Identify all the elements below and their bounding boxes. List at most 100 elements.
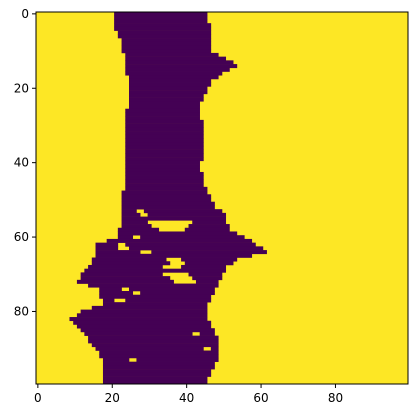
heatmap-cell-run <box>125 52 219 57</box>
heatmap-cell-run <box>125 64 238 69</box>
heatmap-cell-run <box>76 279 174 284</box>
heatmap-cell-run <box>125 123 204 128</box>
heatmap-cell-run <box>129 101 200 106</box>
heatmap-cell-run <box>76 313 208 318</box>
heatmap-cell-run <box>121 190 208 195</box>
heatmap-cell-run <box>121 38 212 43</box>
heatmap-cell-run <box>199 331 215 336</box>
heatmap-cell-run <box>129 246 264 251</box>
heatmap-cell-run <box>88 335 219 340</box>
heatmap-cell-run <box>121 209 137 214</box>
heatmap-cell-run <box>125 134 204 139</box>
heatmap-cell-run <box>117 34 212 39</box>
heatmap-cell-run <box>121 194 212 199</box>
heatmap-cell-run <box>129 86 208 91</box>
heatmap-cell-run <box>192 276 223 281</box>
heatmap-cell-run <box>129 75 219 80</box>
heatmap-cell-run <box>80 309 208 314</box>
heatmap-cell-run <box>125 71 223 76</box>
heatmap-cell-run <box>73 320 212 325</box>
heatmap-cell-run <box>102 369 212 374</box>
heatmap-cell-run <box>125 127 204 132</box>
heatmap-cell-run <box>125 138 204 143</box>
plot-area <box>36 12 408 385</box>
heatmap-cell-run <box>129 90 208 95</box>
heatmap-cell-run <box>129 97 204 102</box>
heatmap-cell-run <box>129 82 212 87</box>
heatmap-cell-run <box>80 272 163 277</box>
y-tick-label: 40 <box>14 156 29 170</box>
heatmap-cell-run <box>125 60 234 65</box>
heatmap-cell-run <box>125 164 200 169</box>
heatmap-cell-run <box>125 119 204 124</box>
heatmap-cell-run <box>95 346 204 351</box>
heatmap-cell-run <box>121 205 215 210</box>
heatmap-cell-run <box>102 365 215 370</box>
heatmap-cell-run <box>91 305 208 310</box>
x-tick-label: 80 <box>328 391 343 405</box>
heatmap-cell-run <box>95 242 119 247</box>
x-tick-label: 60 <box>253 391 268 405</box>
heatmap-cell-run <box>99 291 134 296</box>
heatmap-cell-run <box>125 149 204 154</box>
heatmap-cell-run <box>125 142 204 147</box>
heatmap-cell-run <box>125 108 200 113</box>
heatmap-cell-run <box>125 175 204 180</box>
heatmap-cell-run <box>95 250 141 255</box>
heatmap-cell-run <box>143 209 223 214</box>
heatmap-cell-run <box>95 253 253 258</box>
heatmap-cell-run <box>125 157 204 162</box>
heatmap-cell-run <box>102 376 208 381</box>
heatmap-cell-run <box>121 212 141 217</box>
heatmap-cell-run <box>129 287 215 292</box>
heatmap-cell-run <box>80 276 171 281</box>
heatmap-cell-run <box>99 350 219 355</box>
heatmap-cell-run <box>114 19 208 24</box>
heatmap-cell-run <box>125 160 200 165</box>
heatmap-cell-run <box>102 380 208 385</box>
heatmap-cell-run <box>140 291 215 296</box>
heatmap-cell-run <box>121 220 148 225</box>
heatmap-cell-run <box>117 231 238 236</box>
heatmap-cell-run <box>84 331 193 336</box>
heatmap-cell-run <box>114 26 212 31</box>
heatmap-cell-run <box>117 30 212 35</box>
heatmap-cell-run <box>114 23 212 28</box>
heatmap-cell-run <box>125 298 212 303</box>
heatmap-cell-run <box>121 201 215 206</box>
heatmap-cell-run <box>125 112 200 117</box>
heatmap-cell-run <box>129 105 200 110</box>
heatmap-cell-run <box>184 227 230 232</box>
x-axis: 0 20 40 60 80 <box>34 384 343 405</box>
x-tick-label: 20 <box>105 391 120 405</box>
heatmap-cell-run <box>121 49 212 54</box>
heatmap-cell-run <box>121 224 152 229</box>
heatmap-cell-run <box>106 238 253 243</box>
heatmap-cell-run <box>80 328 215 333</box>
heatmap-cell-run <box>121 45 212 50</box>
y-tick-label: 60 <box>14 230 29 244</box>
heatmap-cell-run <box>102 361 215 366</box>
heatmap-cell-run <box>125 183 204 188</box>
heatmap-cell-run <box>114 12 208 17</box>
heatmap-cell-run <box>91 261 171 266</box>
heatmap-cell-run <box>88 264 163 269</box>
y-tick-label: 20 <box>14 81 29 95</box>
y-tick-label: 80 <box>14 304 29 318</box>
heatmap-cell-run <box>125 116 200 121</box>
heatmap-cell-run <box>136 357 219 362</box>
heatmap-cell-run <box>76 324 212 329</box>
heatmap-cell-run <box>125 67 230 72</box>
heatmap-cell-run <box>102 357 130 362</box>
heatmap-cell-run <box>99 294 212 299</box>
plot-frame <box>35 11 409 385</box>
heatmap-cell-run <box>147 212 227 217</box>
heatmap-cell-run <box>181 264 227 269</box>
y-tick-label: 0 <box>21 7 29 21</box>
heatmap-cell-run <box>84 268 227 273</box>
heatmap-cell-run <box>88 283 219 288</box>
heatmap-cell-run <box>181 257 238 262</box>
heatmap-cell-run <box>125 186 208 191</box>
